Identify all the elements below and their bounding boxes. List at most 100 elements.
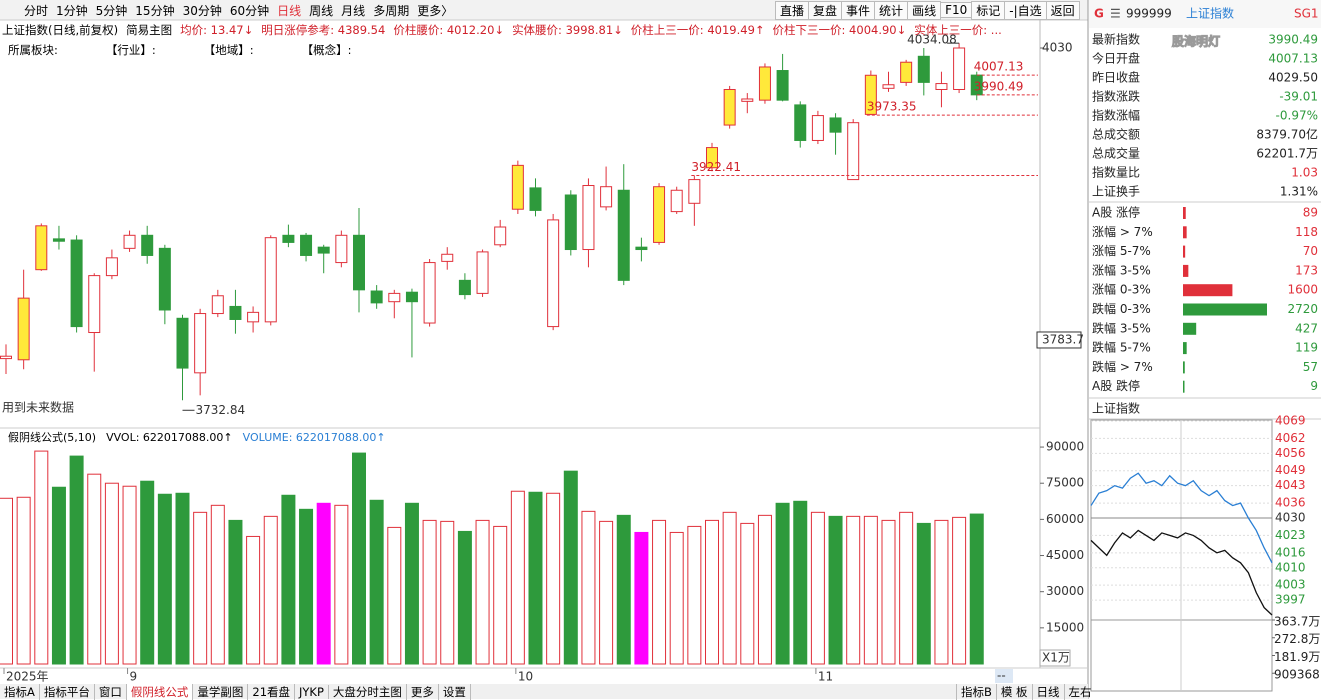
breadth-label: 涨幅 0-3% <box>1092 282 1151 297</box>
button[interactable]: 复盘 <box>808 0 843 20</box>
x-tick-label: 9 <box>130 670 138 684</box>
info-value: 4007.13 <box>1268 52 1318 66</box>
indicator-text: 实体上三一价: ... <box>914 23 1002 37</box>
intraday-line <box>1090 529 1273 616</box>
tab[interactable]: 5分钟 <box>95 3 128 18</box>
tab[interactable]: 更多〉 <box>417 3 454 18</box>
tab[interactable]: 指标B <box>956 684 996 700</box>
volume-bar <box>316 502 331 665</box>
tab[interactable]: 21看盘 <box>248 684 296 700</box>
volume-bar <box>440 520 455 665</box>
y-tick-label: 4016 <box>1275 545 1306 559</box>
candle-body <box>758 66 771 101</box>
tab[interactable]: 窗口 <box>95 684 127 700</box>
candle-body <box>688 179 701 204</box>
candle-body <box>582 185 595 251</box>
x-tick-label: 10 <box>518 670 533 684</box>
breadth-label: 涨幅 > 7% <box>1092 224 1153 239</box>
toolbar: 分时 1分钟 5分钟 15分钟 30分钟 60分钟 日线 周线 月线 多周期 更多〉 <box>20 2 457 18</box>
candle-body <box>158 247 171 311</box>
button[interactable]: 统计 <box>874 0 909 20</box>
breadth-bar <box>1183 207 1186 219</box>
breadth-label: 涨幅 5-7% <box>1092 243 1151 258</box>
volume-bar <box>810 511 825 665</box>
button[interactable]: -|自选 <box>1004 0 1047 20</box>
volume-bar <box>828 515 843 665</box>
volume-bar <box>652 519 667 665</box>
tab[interactable]: 多周期 <box>373 3 410 18</box>
tab[interactable]: 日线 <box>1031 684 1064 700</box>
tab[interactable]: 60分钟 <box>229 3 270 18</box>
indicator-text: 价柱腰价: 4012.20↓ <box>393 23 505 37</box>
candle-body <box>635 246 648 251</box>
chart-title: 上证指数(日线,前复权) <box>2 23 119 37</box>
badge: SG1 <box>1294 7 1319 21</box>
y-tick-label: 4062 <box>1275 431 1306 445</box>
toolbar: 所属板块: 【行业】: 【地域】: 【概念】: <box>4 42 356 58</box>
tab[interactable]: 分时 <box>24 3 49 18</box>
candle-body <box>723 88 736 126</box>
candle-body <box>864 74 877 115</box>
volume-bar <box>563 470 578 665</box>
tab[interactable]: 月线 <box>341 3 366 18</box>
button[interactable]: 返回 <box>1045 0 1080 20</box>
volume-bar <box>669 531 684 665</box>
volume-bar <box>528 491 543 665</box>
candle-body <box>882 84 895 89</box>
price-label: 3973.35 <box>867 100 917 114</box>
candle-body <box>0 355 12 360</box>
candle-body <box>794 104 807 141</box>
tab[interactable]: 周线 <box>309 3 334 18</box>
y-tick-label: 4043 <box>1275 478 1306 492</box>
unit-box <box>1039 649 1071 667</box>
volume-bar <box>793 500 808 665</box>
volume-bar <box>722 511 737 665</box>
tab[interactable]: 15分钟 <box>135 3 175 18</box>
tab[interactable]: 30分钟 <box>182 3 222 18</box>
button[interactable]: 直播 <box>775 0 810 20</box>
volume-bar <box>546 492 561 665</box>
tab[interactable]: 大盘分时主图 <box>329 684 407 700</box>
info-label: 总成交额 <box>1092 127 1140 142</box>
button[interactable]: 画线 <box>907 0 942 20</box>
tab[interactable]: 1分钟 <box>56 3 88 18</box>
indicator-text: 价柱上三一价: 4019.49↑ <box>630 23 765 37</box>
volume-bar <box>210 504 225 665</box>
tab[interactable]: 假阴线公式 <box>126 684 194 700</box>
tab[interactable]: 设置 <box>439 684 471 700</box>
tab[interactable]: 量学副图 <box>193 684 249 700</box>
candle-body <box>123 234 136 249</box>
button[interactable]: 事件 <box>841 0 876 20</box>
tab[interactable]: 指标A <box>0 684 40 700</box>
toolbar: 指标B 模 板日线 左右 <box>956 684 1096 700</box>
tab[interactable]: 左右 <box>1063 684 1096 700</box>
volume-bar <box>0 497 13 665</box>
mode: 简易主图 <box>126 23 173 37</box>
indicator-text: 实体腰价: 3998.81↓ <box>512 23 623 37</box>
volume-bar <box>422 519 437 665</box>
candle-body <box>529 187 542 211</box>
tab[interactable]: 更多 <box>407 684 439 700</box>
tab[interactable]: 指标平台 <box>40 684 95 700</box>
legend-entry: VVOL: 622017088.00↑ <box>106 430 233 444</box>
code: 999999 <box>1126 7 1172 21</box>
volume-bar <box>104 482 119 665</box>
tab[interactable]: JYKP <box>295 685 329 699</box>
y-tick-label: 4010 <box>1275 560 1306 574</box>
unit-label: X1万 <box>1042 651 1070 665</box>
candle-body <box>335 234 348 264</box>
breadth-value: 1600 <box>1287 283 1318 297</box>
info-value: 62201.7万 <box>1256 147 1318 161</box>
intraday-line <box>1090 472 1273 564</box>
button[interactable]: F10 <box>940 2 973 18</box>
volume-bar <box>369 499 384 665</box>
info-value: 4029.50 <box>1268 71 1318 85</box>
volume-bar <box>916 522 931 665</box>
tab[interactable]: 日线 <box>277 3 302 18</box>
button[interactable]: 标记 <box>971 0 1006 20</box>
tab[interactable]: 模 板 <box>995 684 1032 700</box>
candle-body <box>476 251 489 294</box>
candle-body <box>353 234 365 291</box>
breadth-label: 跌幅 3-5% <box>1092 320 1151 335</box>
volume-bar <box>475 519 490 665</box>
